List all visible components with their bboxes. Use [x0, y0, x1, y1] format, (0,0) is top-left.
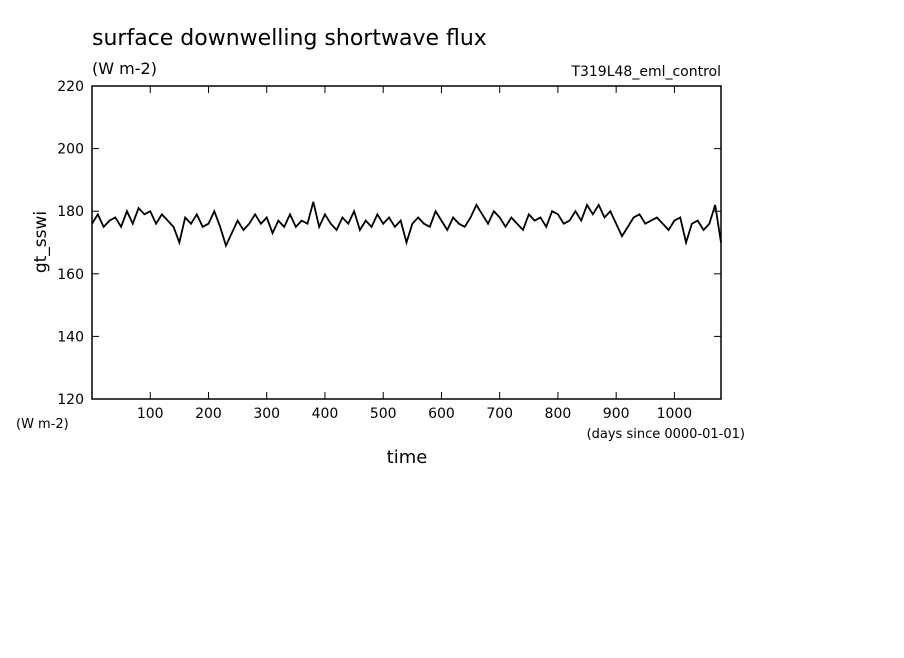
- x-tick-label: 900: [603, 406, 630, 422]
- y-tick-label: 120: [57, 392, 84, 408]
- x-axis-label: time: [387, 447, 428, 468]
- y-unit: (W m-2): [16, 417, 69, 432]
- y-tick-label: 140: [57, 329, 84, 345]
- experiment: T319L48_eml_control: [570, 64, 721, 80]
- subtitle: (W m-2): [92, 59, 157, 78]
- x-tick-label: 200: [195, 406, 222, 422]
- x-tick-label: 100: [137, 406, 164, 422]
- y-tick-label: 180: [57, 204, 84, 220]
- x-tick-label: 500: [370, 406, 397, 422]
- x-tick-label: 300: [253, 406, 280, 422]
- x-tick-label: 800: [545, 406, 572, 422]
- x-tick-label: 600: [428, 406, 455, 422]
- chart-title: surface downwelling shortwave flux: [92, 26, 487, 51]
- y-tick-label: 220: [57, 79, 84, 95]
- x-tick-label: 1000: [657, 406, 693, 422]
- x-tick-label: 400: [312, 406, 339, 422]
- x-tick-label: 700: [486, 406, 513, 422]
- y-tick-label: 200: [57, 142, 84, 158]
- y-axis-label: gt_sswi: [31, 211, 51, 273]
- data-line: [91, 201, 722, 249]
- y-tick-label: 160: [57, 267, 84, 283]
- x-unit: (days since 0000-01-01): [587, 427, 745, 442]
